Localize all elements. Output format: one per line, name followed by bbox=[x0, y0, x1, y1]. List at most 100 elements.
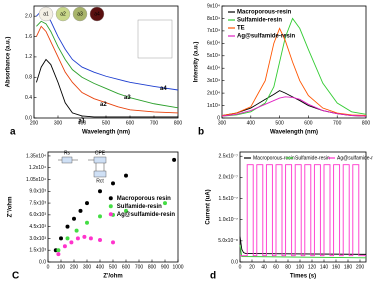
data-point bbox=[65, 224, 70, 229]
x-tick-label: 800 bbox=[362, 120, 371, 126]
legend-label: Macroporous-resin bbox=[253, 155, 295, 161]
x-tick-label: 300 bbox=[83, 264, 92, 270]
x-tick-label: 180 bbox=[344, 264, 353, 270]
data-point bbox=[74, 228, 79, 233]
legend-label: Ag@sulfamide-resin bbox=[117, 212, 176, 218]
x-tick-label: 900 bbox=[161, 264, 170, 270]
photo-label: a2 bbox=[60, 11, 66, 17]
y-tick-label: 1.5x10³ bbox=[29, 248, 46, 254]
data-point bbox=[72, 216, 76, 221]
data-line bbox=[35, 25, 179, 114]
y-tick-label: 1.6 bbox=[25, 34, 32, 40]
x-tick-label: 200 bbox=[70, 264, 79, 270]
data-point bbox=[124, 173, 128, 178]
legend-label: Sulfamide-resin bbox=[295, 155, 330, 161]
x-tick-label: 500 bbox=[109, 264, 118, 270]
data-point bbox=[78, 208, 83, 213]
data-point bbox=[111, 181, 115, 186]
data-point bbox=[172, 157, 177, 162]
legend-label: Ag@sulfamide-resin bbox=[337, 155, 373, 161]
y-tick-label: 1.2x10⁴ bbox=[29, 165, 46, 171]
x-tick-label: 700 bbox=[333, 120, 342, 126]
x-tick-label: 600 bbox=[126, 120, 135, 126]
sample-photo bbox=[55, 6, 71, 22]
y-tick-label: 8x10⁴ bbox=[207, 16, 220, 22]
legend-label: TE bbox=[237, 26, 245, 32]
data-point bbox=[56, 252, 61, 257]
x-tick-label: 300 bbox=[218, 120, 227, 126]
x-tick-label: 200 bbox=[356, 264, 365, 270]
y-tick-label: 5x10⁴ bbox=[207, 53, 220, 59]
y-tick-label: 7.5x10³ bbox=[29, 200, 46, 206]
photo-label: a1 bbox=[43, 11, 49, 17]
x-tick-label: 140 bbox=[320, 264, 329, 270]
data-line bbox=[35, 58, 178, 118]
x-tick-label: 100 bbox=[296, 264, 305, 270]
x-tick-label: 400 bbox=[247, 120, 256, 126]
y-tick-label: 1.05x10⁴ bbox=[26, 177, 46, 183]
circuit-rs bbox=[61, 156, 73, 164]
data-point bbox=[98, 189, 102, 194]
data-point bbox=[69, 240, 74, 245]
circuit-cpe bbox=[93, 156, 107, 164]
circuit-rct bbox=[93, 170, 107, 178]
legend-label: Ag@sulfamide-resin bbox=[237, 34, 296, 40]
sample-photo bbox=[38, 6, 54, 22]
x-axis-label: Wavelength (nm) bbox=[270, 130, 318, 136]
x-tick-label: 300 bbox=[54, 120, 63, 126]
sample-photo bbox=[89, 6, 105, 22]
y-tick-label: 1.5x10⁻⁷ bbox=[219, 196, 239, 202]
circuit-label: Rct bbox=[96, 178, 104, 184]
circuit-label: CPE bbox=[95, 150, 106, 156]
y-tick-label: 9x10⁴ bbox=[207, 3, 220, 9]
y-tick-label: 0 bbox=[217, 115, 220, 121]
legend-label: Sulfamide-resin bbox=[237, 18, 282, 24]
x-tick-label: 100 bbox=[57, 264, 66, 270]
y-tick-label: 1x10⁴ bbox=[207, 103, 220, 109]
y-axis-label: Absorbance (a.u.) bbox=[6, 37, 12, 88]
x-tick-label: 20 bbox=[249, 264, 255, 270]
data-line bbox=[240, 164, 366, 257]
legend-swatch bbox=[108, 212, 113, 217]
data-point bbox=[56, 248, 61, 253]
curve-label: a2 bbox=[100, 102, 107, 108]
panel-letter: d bbox=[210, 271, 216, 282]
y-tick-label: 4.5x10³ bbox=[29, 224, 46, 230]
legend-swatch bbox=[108, 196, 113, 201]
legend-label: Sulfamide-resin bbox=[117, 204, 162, 210]
data-point bbox=[98, 238, 102, 242]
x-tick-label: 600 bbox=[122, 264, 131, 270]
data-point bbox=[98, 214, 102, 219]
y-tick-label: 0.4 bbox=[25, 95, 32, 101]
x-tick-label: 0 bbox=[239, 264, 242, 270]
panel-letter: C bbox=[12, 271, 19, 282]
data-point bbox=[65, 236, 70, 241]
x-tick-label: 500 bbox=[275, 120, 284, 126]
y-tick-label: 6x10⁴ bbox=[207, 41, 220, 47]
y-tick-label: 0.0 bbox=[25, 115, 32, 121]
legend-swatch bbox=[108, 204, 113, 209]
data-line bbox=[239, 236, 367, 255]
y-tick-label: 5.0x10⁻⁸ bbox=[218, 238, 238, 244]
plot-frame bbox=[239, 151, 367, 263]
data-point bbox=[59, 236, 63, 241]
curve-label: a1 bbox=[78, 118, 85, 124]
x-tick-label: 800 bbox=[174, 120, 183, 126]
y-tick-label: 0.0 bbox=[39, 259, 46, 265]
y-tick-label: 0.0 bbox=[231, 259, 238, 265]
y-axis-label: Current (uA) bbox=[206, 189, 212, 224]
curve-label: a4 bbox=[160, 86, 167, 92]
data-point bbox=[163, 201, 167, 206]
x-tick-label: 40 bbox=[261, 264, 267, 270]
x-tick-label: 600 bbox=[304, 120, 313, 126]
y-axis-label: Z''/ohm bbox=[8, 197, 14, 218]
x-axis-label: Z'/ohm bbox=[103, 274, 122, 280]
data-point bbox=[62, 244, 67, 249]
x-tick-label: 500 bbox=[102, 120, 111, 126]
x-tick-label: 0 bbox=[47, 264, 50, 270]
y-axis-label: Intensity (a.u.) bbox=[194, 42, 200, 83]
y-tick-label: 1.35x10⁴ bbox=[26, 153, 46, 159]
y-tick-label: 2.0x10⁻⁷ bbox=[219, 175, 239, 181]
